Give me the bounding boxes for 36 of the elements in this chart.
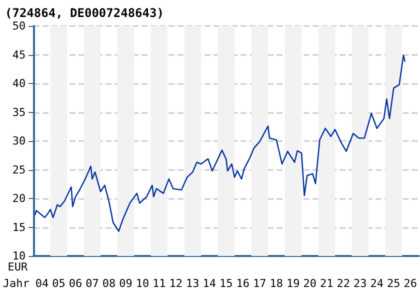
x-tick-label: 12 (169, 277, 183, 290)
x-tick-label: 19 (286, 277, 300, 290)
x-tick-label: 10 (136, 277, 150, 290)
x-tick-label: 09 (119, 277, 132, 290)
x-tick-label: 14 (202, 277, 216, 290)
x-tick-label: 21 (320, 277, 334, 290)
x-tick-label: 24 (370, 277, 384, 290)
x-tick-label: 20 (303, 277, 317, 290)
x-tick-label: 17 (253, 277, 266, 290)
y-tick-label: 15 (12, 220, 26, 234)
x-tick-label: 04 (35, 277, 49, 290)
line-series (34, 54, 406, 232)
y-tick-label: 40 (12, 77, 26, 90)
y-tick-label: 50 (12, 20, 26, 32)
y-tick-label: 25 (12, 163, 26, 176)
x-tick-label: 23 (354, 277, 367, 290)
x-axis-title: Jahr (2, 277, 30, 290)
x-tick-label: 07 (86, 277, 99, 290)
x-tick-label: 08 (102, 277, 116, 290)
y-tick-label: 35 (12, 106, 26, 119)
y-axis-title: EUR (8, 260, 28, 274)
x-tick-label: 16 (236, 277, 250, 290)
x-tick-label: 11 (152, 277, 166, 290)
chart-title: (724864, DE0007248643) (5, 6, 164, 20)
y-tick-label: 45 (12, 48, 26, 62)
y-tick-label: 10 (12, 250, 26, 262)
x-tick-label: 22 (336, 277, 350, 290)
x-tick-label: 18 (270, 277, 284, 290)
x-tick-label: 06 (68, 277, 82, 290)
y-tick-label: 20 (12, 192, 26, 205)
x-tick-label: 05 (52, 277, 66, 290)
y-tick-label: 30 (12, 134, 26, 148)
x-tick-label: 13 (186, 277, 200, 290)
x-tick-label: 15 (220, 277, 233, 290)
x-tick-label: 25 (387, 277, 400, 290)
x-tick-label: 26 (404, 277, 418, 290)
